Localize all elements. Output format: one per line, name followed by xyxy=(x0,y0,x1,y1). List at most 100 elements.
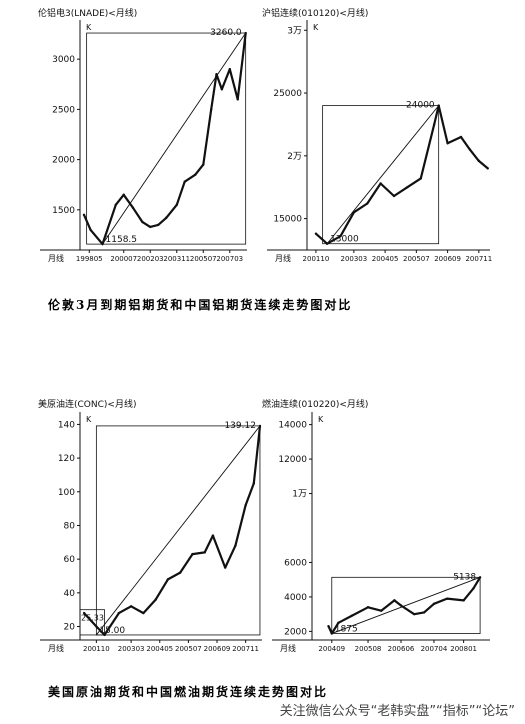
y-tick-label: 4000 xyxy=(284,593,307,603)
price-point xyxy=(179,571,182,574)
price-point xyxy=(477,159,481,163)
range-box xyxy=(331,576,481,634)
y-tick-label: 2万 xyxy=(287,152,302,162)
price-point xyxy=(156,223,160,227)
price-point xyxy=(89,228,92,232)
price-point xyxy=(478,576,482,579)
price-point xyxy=(412,612,416,616)
x-tick-label: 200507 xyxy=(190,255,217,263)
chart-panel-2: 沪铝连续(010120)<月线) K 3万 25000 2万 15000 月线 200110 2… xyxy=(262,7,492,263)
price-point xyxy=(210,108,213,111)
trough-value-label: 1875 xyxy=(335,625,358,635)
x-axis-label: 月线 xyxy=(280,643,296,653)
price-point xyxy=(419,177,423,180)
price-point xyxy=(175,203,178,206)
chart-panel-4: 燃油连续(010220)<月线) K 14000 12000 1万 6000 4000 200… xyxy=(262,398,490,653)
y-tick-label: 15000 xyxy=(273,215,302,225)
trend-line xyxy=(331,576,481,634)
price-point xyxy=(468,148,472,151)
axis-marker: K xyxy=(86,23,92,32)
x-axis-label: 月线 xyxy=(275,253,291,263)
x-tick-label: 200409 xyxy=(318,645,345,653)
price-point xyxy=(82,611,86,615)
price-point xyxy=(95,625,98,628)
chart-title: 沪铝连续(010120)<月线) xyxy=(262,7,368,19)
chart-title: 伦铝电3(LNADE)<月线) xyxy=(38,7,137,19)
y-tick-label: 80 xyxy=(64,521,76,531)
price-point xyxy=(131,206,135,210)
trough-value-label: 15.00 xyxy=(99,626,125,636)
price-point xyxy=(103,633,106,637)
price-point xyxy=(446,142,449,145)
x-tick-label: 200507 xyxy=(175,645,202,653)
trend-line xyxy=(326,105,440,245)
axis-marker: K xyxy=(313,23,319,32)
price-point xyxy=(141,220,144,224)
price-point xyxy=(220,88,224,91)
price-series-line xyxy=(83,425,262,637)
peak-value-label: 139.12 xyxy=(224,421,256,431)
price-point xyxy=(486,167,489,170)
watermark-text: 关注微信公众号“老韩实盘”“指标”“论坛” xyxy=(275,699,519,720)
trough-value-label: 1158.5 xyxy=(106,235,137,245)
trend-line xyxy=(96,425,261,636)
price-point xyxy=(472,587,475,590)
y-tick-label: 2000 xyxy=(52,156,75,166)
trend-line xyxy=(102,32,247,245)
price-point xyxy=(462,599,465,602)
price-point xyxy=(392,194,396,198)
range-box xyxy=(322,105,440,245)
y-tick-label: 120 xyxy=(58,454,75,464)
x-tick-label: 200007 xyxy=(110,255,137,263)
range-box xyxy=(86,32,247,245)
price-point xyxy=(211,534,215,537)
x-tick-label: 200704 xyxy=(421,645,448,653)
x-tick-label: 200311 xyxy=(163,255,190,263)
price-point xyxy=(325,242,329,245)
x-tick-label: 199805 xyxy=(76,255,103,263)
price-point xyxy=(142,611,145,615)
price-point xyxy=(339,234,342,238)
x-tick-label: 200703 xyxy=(216,255,243,263)
price-point xyxy=(183,180,186,183)
price-point xyxy=(366,202,369,205)
range-box xyxy=(95,425,261,636)
price-point xyxy=(432,602,436,606)
x-tick-label: 200801 xyxy=(450,645,477,653)
x-tick-label: 200303 xyxy=(340,255,367,263)
peak-value-label: 24000 xyxy=(406,101,435,111)
price-point xyxy=(234,544,237,547)
price-point xyxy=(422,611,426,614)
price-point xyxy=(433,123,436,126)
x-tick-label: 200303 xyxy=(118,645,145,653)
price-point xyxy=(166,578,170,581)
price-point xyxy=(244,504,247,507)
chart-title: 美原油连(CONC)<月线) xyxy=(38,398,136,410)
peak-value-label: 5138 xyxy=(453,572,476,582)
price-point xyxy=(352,211,356,214)
price-point xyxy=(337,621,340,624)
price-point xyxy=(202,163,205,166)
axis-marker: K xyxy=(86,415,92,424)
extra-value-label: 25.33 xyxy=(81,614,104,623)
price-point xyxy=(327,625,330,628)
y-tick-label: 2500 xyxy=(52,105,75,115)
y-tick-label: 20 xyxy=(64,623,76,633)
price-point xyxy=(228,68,231,71)
price-point xyxy=(350,614,353,618)
y-tick-label: 6000 xyxy=(284,558,307,568)
price-point xyxy=(122,193,125,196)
price-point xyxy=(154,598,157,601)
price-point xyxy=(252,482,256,485)
price-point xyxy=(149,225,152,229)
price-point xyxy=(445,597,449,600)
price-point xyxy=(117,611,121,615)
y-tick-label: 25000 xyxy=(273,89,302,99)
price-point xyxy=(114,203,117,206)
x-axis-label: 月线 xyxy=(48,643,64,653)
x-tick-label: 200508 xyxy=(355,645,382,653)
price-point xyxy=(244,31,247,35)
price-point xyxy=(82,213,86,217)
caption-oil-comparison: 美国原油期货和中国燃油期货连续走势图对比 xyxy=(48,685,329,699)
